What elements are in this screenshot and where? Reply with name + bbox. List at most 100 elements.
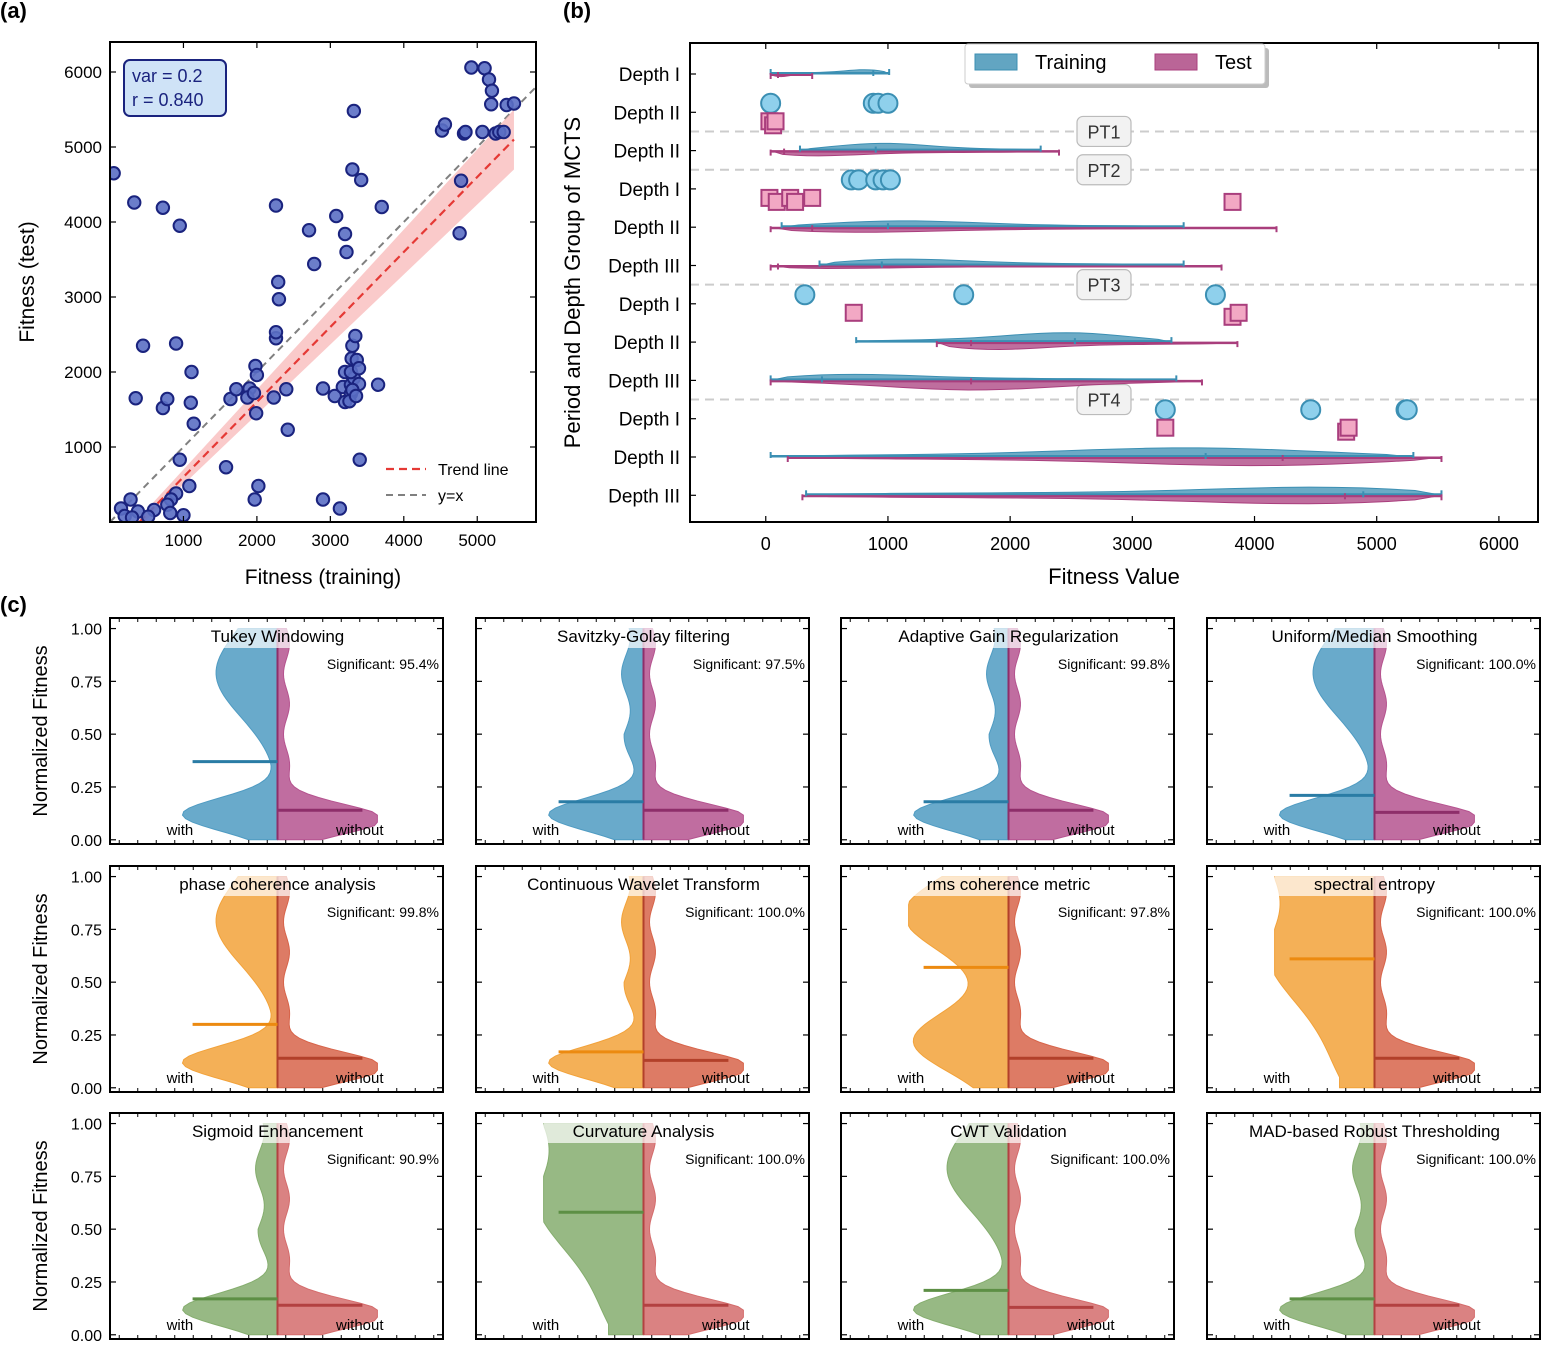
with-violin xyxy=(182,1123,278,1336)
subplot-frame xyxy=(1206,865,1541,1093)
subplot-title: Tukey Windowing xyxy=(211,627,345,646)
train-point xyxy=(877,92,899,114)
with-label: with xyxy=(166,822,194,839)
without-label: without xyxy=(701,1317,750,1334)
y-tick-label: 1.00 xyxy=(71,870,102,887)
y-tick-label: 0.50 xyxy=(71,1222,102,1239)
data-point xyxy=(182,478,197,494)
y-axis-label-c: Normalized Fitness xyxy=(30,893,52,1064)
train-point xyxy=(794,284,816,306)
test-violin xyxy=(802,494,1442,505)
period-label: PT2 xyxy=(1087,161,1120,181)
with-label: with xyxy=(897,1070,925,1087)
data-point xyxy=(128,391,143,406)
without-violin xyxy=(276,876,378,1089)
violin-subplot: MAD-based Robust Thresholding Significant… xyxy=(1206,1112,1541,1340)
test-point xyxy=(1223,192,1242,211)
subplot-title: Savitzky-Golay filtering xyxy=(557,627,730,646)
data-point xyxy=(458,124,473,140)
test-point xyxy=(786,192,805,211)
data-point xyxy=(172,218,187,233)
with-label: with xyxy=(1263,1070,1291,1087)
without-label: without xyxy=(701,1070,750,1087)
test-violin xyxy=(770,379,1203,391)
significance-label: Significant: 100.0% xyxy=(1050,1151,1170,1167)
y-tick-label: 0.25 xyxy=(71,780,102,797)
data-point xyxy=(346,103,362,119)
period-badge xyxy=(1076,154,1132,186)
row-label: Depth I xyxy=(619,180,680,201)
with-label: with xyxy=(166,1070,194,1087)
panel-b-violin-chart: PT1 PT2 PT3 PT4 Depth I Depth II Depth II Depth… xyxy=(560,42,1539,589)
data-point xyxy=(453,173,469,188)
x-tick-label: 3000 xyxy=(311,531,349,550)
significance-label: Significant: 99.8% xyxy=(327,904,439,920)
subplot-title: Continuous Wavelet Transform xyxy=(527,875,760,894)
without-violin xyxy=(1007,628,1109,841)
with-violin xyxy=(908,876,1009,1089)
without-violin xyxy=(642,628,744,841)
data-point xyxy=(218,460,234,475)
y-tick-label: 0.00 xyxy=(71,1081,102,1098)
with-violin xyxy=(542,1123,644,1336)
subplot-frame xyxy=(840,1112,1175,1340)
trend-line xyxy=(138,138,515,522)
with-label: with xyxy=(1263,1317,1291,1334)
period-badge xyxy=(1076,115,1132,148)
period-label: PT1 xyxy=(1087,122,1120,142)
data-point xyxy=(327,388,342,404)
data-point xyxy=(301,223,317,238)
axes-frame-b xyxy=(689,42,1539,523)
title-backdrop xyxy=(543,1119,744,1143)
title-backdrop xyxy=(543,872,744,896)
period-label: PT4 xyxy=(1087,391,1120,411)
significance-label: Significant: 99.8% xyxy=(1058,656,1170,672)
without-label: without xyxy=(1432,822,1481,839)
test-violin xyxy=(787,456,1442,467)
subplot-frame xyxy=(840,865,1175,1093)
data-point xyxy=(280,422,295,437)
x-axis-label-a: Fitness (training) xyxy=(245,566,401,589)
data-point xyxy=(306,256,322,272)
subplot-title: MAD-based Robust Thresholding xyxy=(1249,1122,1500,1141)
data-point xyxy=(452,226,467,241)
y-tick-label: 0.75 xyxy=(71,674,102,691)
data-point xyxy=(247,492,262,507)
title-backdrop xyxy=(177,872,378,896)
test-point xyxy=(1339,418,1358,437)
without-violin xyxy=(1007,876,1109,1089)
legend-test-label: Test xyxy=(1215,52,1252,74)
without-violin xyxy=(276,1123,378,1336)
test-point xyxy=(1229,303,1248,322)
violin-subplot: rms coherence metric Significant: 97.8% wi… xyxy=(840,865,1175,1093)
without-violin xyxy=(276,628,378,841)
test-point xyxy=(844,303,863,322)
data-point xyxy=(123,492,138,507)
y-tick-label: 4000 xyxy=(64,213,102,232)
data-point xyxy=(339,244,354,260)
significance-label: Significant: 100.0% xyxy=(1416,656,1536,672)
subplot-frame xyxy=(1206,1112,1541,1340)
x-tick-label: 4000 xyxy=(1234,534,1274,554)
data-point xyxy=(248,406,264,421)
legend-identity-label: y=x xyxy=(438,488,463,505)
without-label: without xyxy=(1066,1070,1115,1087)
without-label: without xyxy=(335,1070,384,1087)
row-label: Depth II xyxy=(613,103,680,124)
x-tick-label: 5000 xyxy=(458,531,496,550)
row-label: Depth III xyxy=(608,486,680,507)
violin-subplot: Adaptive Gain Regularization Significant:… xyxy=(840,617,1175,845)
y-tick-label: 2000 xyxy=(64,363,102,382)
data-point xyxy=(268,198,284,213)
y-tick-label: 5000 xyxy=(64,138,102,157)
test-point xyxy=(803,188,822,207)
x-tick-label: 2000 xyxy=(990,534,1030,554)
subplot-frame xyxy=(1206,617,1541,845)
subplot-title: spectral entropy xyxy=(1314,875,1435,894)
subplot-frame xyxy=(840,617,1175,845)
with-violin xyxy=(1273,876,1375,1089)
data-point xyxy=(183,395,198,410)
data-point xyxy=(268,325,284,340)
plot-area-a xyxy=(110,60,536,522)
panel-label-b: (b) xyxy=(563,0,591,23)
